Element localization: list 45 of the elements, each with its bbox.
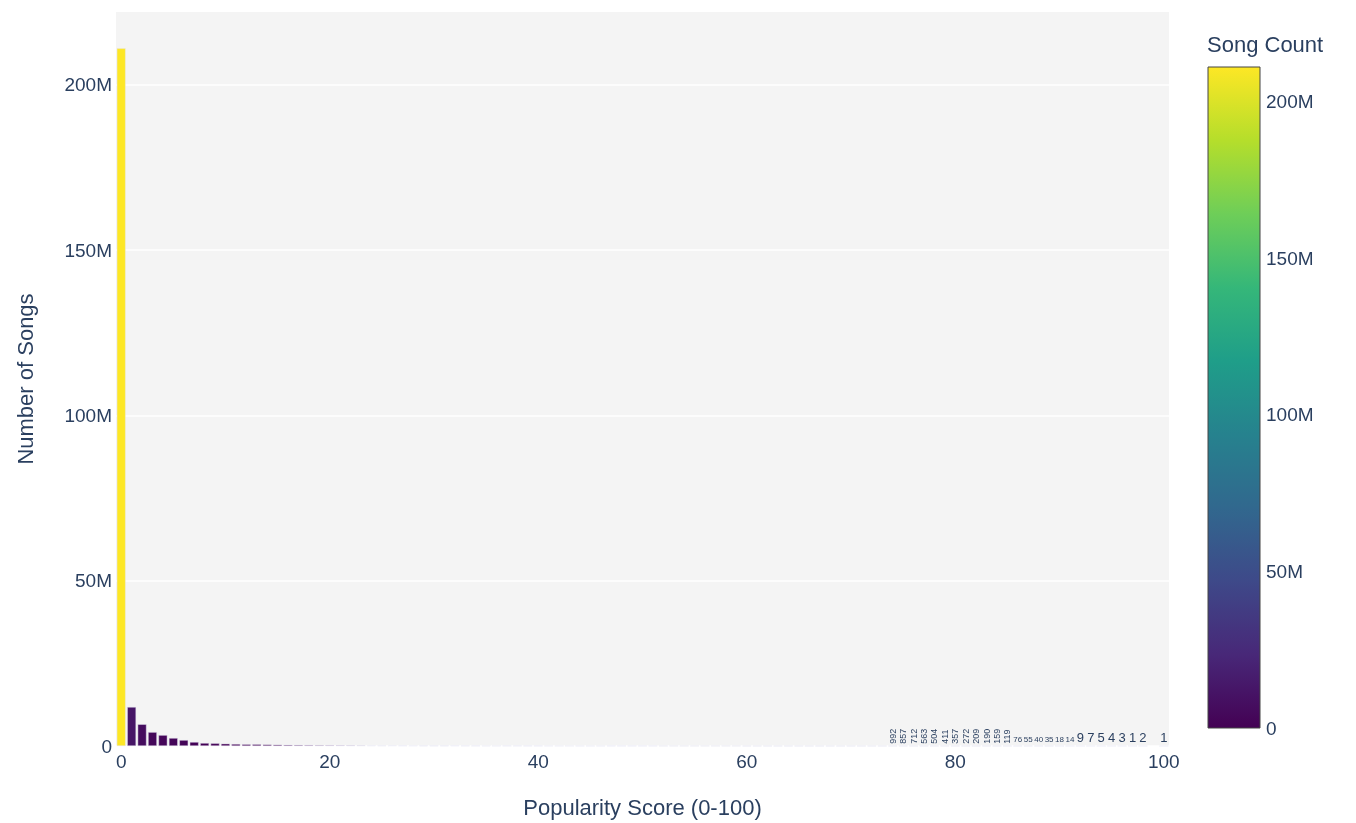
x-tick-label: 40 [527, 751, 549, 772]
data-label: 563 [918, 728, 929, 744]
y-axis-title: Number of Songs [12, 293, 38, 465]
color-bar-label: 0 [1266, 717, 1277, 739]
data-label: 9 [1076, 729, 1084, 745]
data-label: 857 [898, 728, 909, 744]
x-tick-label: 80 [944, 751, 966, 772]
data-label: 76 [1013, 735, 1023, 745]
data-label: 14 [1065, 735, 1075, 745]
y-tick-label: 200M [64, 74, 112, 96]
y-tick-label: 0 [101, 735, 112, 757]
data-label: 35 [1044, 735, 1055, 745]
data-label: 2 [1139, 729, 1147, 745]
data-label: 7 [1087, 729, 1095, 745]
data-label: 119 [1002, 729, 1013, 744]
data-label: 357 [950, 728, 961, 744]
y-tick-label: 50M [75, 570, 112, 592]
data-label: 159 [991, 728, 1002, 744]
data-label: 411 [939, 729, 950, 744]
data-label: 1 [1128, 729, 1137, 745]
data-label: 18 [1055, 735, 1065, 745]
data-label: 209 [971, 728, 982, 744]
x-tick-label: 100 [1147, 751, 1180, 772]
data-label: 272 [960, 728, 971, 744]
x-tick-label: 60 [736, 751, 758, 772]
data-label: 504 [929, 728, 940, 744]
data-label: 40 [1034, 735, 1044, 745]
data-label: 4 [1108, 729, 1116, 745]
data-label: 1 [1160, 729, 1168, 745]
color-bar-label: 200M [1266, 90, 1314, 112]
data-label: 3 [1118, 729, 1126, 745]
data-label: 190 [981, 728, 992, 744]
color-bar-label: 100M [1266, 404, 1314, 426]
data-label: 712 [908, 728, 919, 744]
y-tick-label: 150M [64, 239, 112, 261]
color-bar-label: 50M [1266, 560, 1303, 582]
y-tick-label: 100M [64, 404, 112, 426]
data-label: 5 [1097, 729, 1105, 745]
data-label: 992 [887, 728, 898, 744]
x-axis-title: Popularity Score (0-100) [523, 794, 762, 820]
color-bar-label: 150M [1266, 247, 1314, 269]
x-tick-label: 0 [115, 751, 127, 772]
data-label: 55 [1023, 735, 1034, 745]
x-tick-label: 20 [319, 751, 341, 772]
color-bar-title: Song Count [1207, 31, 1324, 57]
